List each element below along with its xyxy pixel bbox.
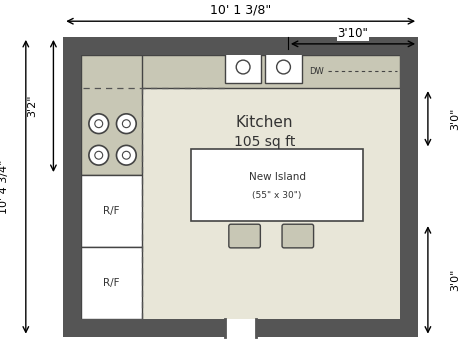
Circle shape (95, 120, 103, 128)
Bar (81, 55, 400, 88)
Text: 3'0": 3'0" (450, 269, 461, 291)
Bar (265, 51, 302, 83)
Bar (81, 55, 400, 319)
Bar (142, 55, 400, 319)
FancyBboxPatch shape (229, 224, 260, 248)
Bar (81, 175, 142, 247)
Circle shape (123, 120, 130, 128)
Bar (225, 51, 262, 83)
Bar (400, 37, 418, 337)
Bar (63, 37, 418, 55)
Bar (81, 247, 142, 319)
Text: DW: DW (309, 67, 324, 76)
Circle shape (116, 146, 136, 165)
Bar (81, 55, 142, 175)
Bar (63, 37, 418, 337)
Text: 3'2": 3'2" (27, 95, 37, 117)
Text: New Island: New Island (249, 173, 306, 182)
Text: 3'10": 3'10" (338, 27, 368, 40)
Text: 3'0": 3'0" (450, 108, 461, 130)
Text: 10' 4 3/4": 10' 4 3/4" (0, 160, 9, 214)
Circle shape (116, 114, 136, 133)
Bar (225, 319, 256, 337)
Circle shape (95, 151, 103, 159)
FancyBboxPatch shape (282, 224, 314, 248)
Circle shape (123, 151, 130, 159)
Text: (55" x 30"): (55" x 30") (253, 191, 302, 200)
Text: R/F: R/F (103, 278, 120, 288)
Text: R/F: R/F (103, 206, 120, 216)
Bar (63, 319, 418, 337)
Circle shape (277, 60, 290, 74)
Text: Kitchen: Kitchen (236, 115, 293, 130)
Circle shape (236, 60, 250, 74)
Bar (192, 149, 363, 221)
Text: 10' 1 3/8": 10' 1 3/8" (210, 3, 272, 16)
Circle shape (89, 146, 109, 165)
Bar (63, 37, 81, 337)
Text: 105 sq ft: 105 sq ft (234, 135, 295, 149)
Circle shape (89, 114, 109, 133)
